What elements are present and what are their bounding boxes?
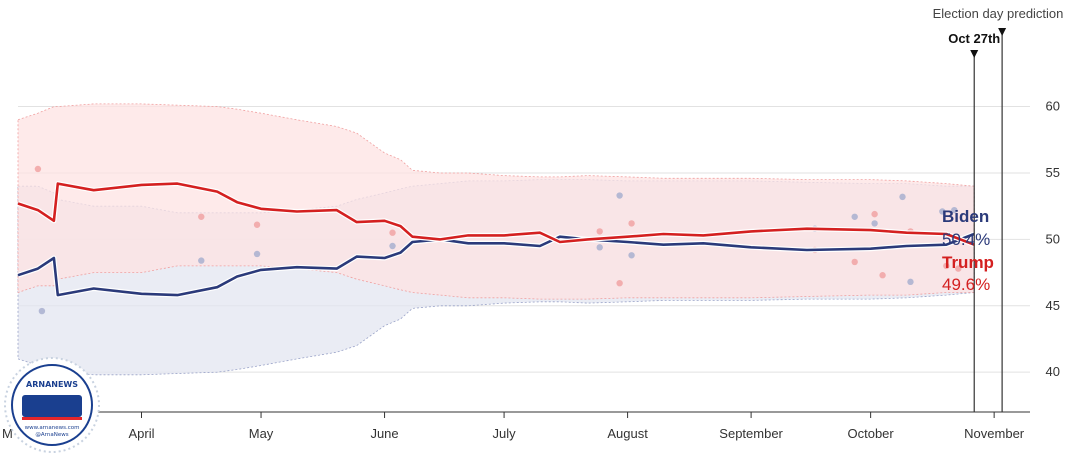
logo-wordmark-mark (22, 395, 82, 417)
y-tick-label-45: 45 (1046, 298, 1060, 313)
biden-trend-line (17, 232, 975, 297)
poll-dot-trump-0 (34, 165, 42, 173)
x-tick-label-september: September (719, 426, 783, 441)
current-date-label: Oct 27th (948, 31, 1000, 46)
poll-dot-biden-8 (596, 244, 603, 251)
poll-dot-biden-23 (907, 278, 914, 286)
axes: 40 45 50 55 60 M April May June July August Septemb… (2, 99, 1060, 441)
poll-dot-biden-16 (851, 213, 858, 220)
poll-dot-biden-24 (939, 208, 946, 215)
trump-end-name: Trump (942, 253, 994, 272)
poll-dot-biden-13 (628, 252, 635, 259)
poll-dot-biden-18 (871, 220, 878, 227)
election-day-arrow (998, 28, 1007, 36)
x-tick-label-october: October (848, 426, 895, 441)
trump-trend-line (17, 182, 975, 246)
current-date-arrow (970, 50, 979, 58)
biden-end-name: Biden (942, 207, 989, 226)
poll-dot-biden-26 (951, 206, 958, 214)
logo-handle-text: @ArnaNews (35, 432, 68, 438)
election-day-label: Election day prediction (933, 6, 1064, 21)
poll-dot-biden-1 (38, 307, 46, 315)
logo-wordmark-accent (22, 417, 82, 420)
confidence-bands (17, 103, 975, 376)
logo-brand-text: ARNANEWS (26, 380, 78, 389)
x-tick-label-june: June (370, 426, 398, 441)
poll-dot-biden-5 (253, 250, 261, 258)
poll-dot-trump-2 (198, 213, 205, 220)
y-tick-label-60: 60 (1046, 99, 1060, 114)
y-tick-label-50: 50 (1046, 231, 1060, 246)
x-tick-label-august: August (607, 426, 648, 441)
y-tick-label-55: 55 (1046, 165, 1060, 180)
watermark-logo: ARNANEWS www.arnanews.com @ArnaNews (4, 357, 100, 453)
poll-dot-biden-10 (616, 192, 623, 199)
y-tick-label-40: 40 (1046, 364, 1060, 379)
poll-dot-trump-12 (628, 220, 635, 227)
x-tick-label-m: M (2, 426, 13, 441)
poll-dot-trump-17 (851, 258, 858, 266)
poll-dot-biden-6 (389, 242, 396, 250)
poll-dot-trump-11 (616, 279, 623, 287)
poll-dot-biden-3 (198, 257, 205, 264)
poll-dot-trump-4 (253, 221, 261, 228)
trump-end-value: 49.6% (942, 275, 990, 294)
biden-end-value: 50.4% (942, 230, 990, 249)
poll-dot-biden-21 (899, 193, 906, 201)
series-lines (17, 181, 976, 298)
logo-site-text: www.arnanews.com (25, 425, 80, 431)
poll-dot-trump-25 (943, 262, 950, 270)
x-tick-label-july: July (493, 426, 517, 441)
x-tick-label-may: May (249, 426, 274, 441)
poll-dot-trump-7 (389, 229, 396, 236)
x-tick-label-april: April (129, 426, 155, 441)
poll-dot-trump-20 (879, 272, 886, 279)
poll-dot-trump-19 (871, 210, 878, 218)
x-tick-label-november: November (964, 426, 1025, 441)
poll-dot-trump-9 (596, 228, 603, 235)
poll-dot-trump-27 (955, 265, 962, 272)
